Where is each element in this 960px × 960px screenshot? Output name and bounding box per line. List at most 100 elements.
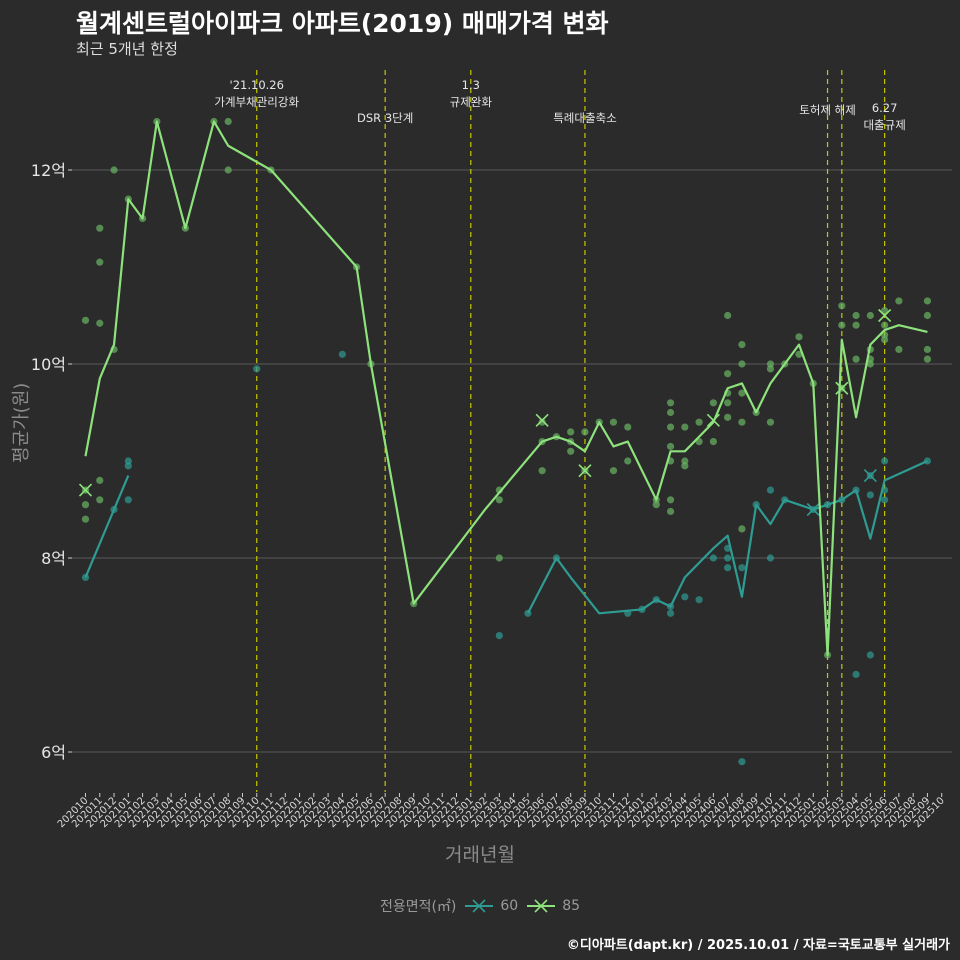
data-point-85 — [724, 311, 732, 320]
data-point-85 — [738, 418, 746, 426]
data-point-85 — [96, 224, 104, 232]
data-point-85 — [81, 515, 90, 523]
chart-title: 월계센트럴아이파크 아파트(2019) 매매가격 변화 — [76, 9, 609, 38]
data-point-60 — [852, 670, 860, 679]
data-point-60 — [766, 554, 775, 562]
data-point-85 — [766, 365, 775, 373]
data-point-85 — [81, 501, 90, 509]
data-point-85 — [538, 418, 546, 426]
data-point-85 — [795, 333, 803, 341]
data-point-85 — [738, 389, 746, 397]
data-point-85 — [709, 399, 717, 407]
data-point-85 — [666, 399, 675, 407]
legend: 전용면적(㎡) 60 85 — [0, 896, 960, 916]
data-point-85 — [923, 355, 932, 363]
data-point-85 — [738, 525, 746, 533]
series-marker-85 — [878, 308, 892, 323]
series-marker-85 — [706, 413, 720, 427]
data-point-85 — [852, 355, 860, 363]
data-point-85 — [624, 423, 632, 431]
event-label: DSR 3단계 — [357, 111, 413, 125]
series-marker-85 — [535, 413, 549, 427]
data-point-60 — [666, 609, 675, 617]
legend-title: 전용면적(㎡) — [379, 899, 457, 915]
data-point-85 — [581, 428, 589, 436]
data-point-85 — [738, 360, 746, 368]
data-point-85 — [495, 554, 503, 562]
data-point-85 — [895, 345, 903, 354]
series-marker-85 — [78, 483, 93, 497]
legend-item-85: 85 — [526, 898, 580, 914]
data-point-85 — [81, 316, 90, 324]
data-point-60 — [724, 554, 732, 562]
data-point-85 — [96, 258, 104, 266]
data-point-85 — [96, 319, 104, 327]
data-point-85 — [709, 438, 717, 446]
data-point-85 — [852, 321, 860, 329]
data-point-60 — [681, 593, 689, 601]
data-point-85 — [666, 442, 675, 451]
event-label: 토허제 해제 — [799, 103, 856, 117]
data-point-85 — [923, 345, 932, 354]
data-point-85 — [681, 462, 689, 470]
y-tick-label: 6억 — [41, 743, 66, 762]
data-point-60 — [253, 365, 261, 373]
data-point-85 — [609, 467, 618, 475]
series-line-85 — [84, 120, 928, 657]
data-point-60 — [695, 596, 703, 604]
legend-item-60: 60 — [464, 898, 518, 914]
y-tick-label: 12억 — [31, 161, 66, 180]
data-point-60 — [881, 457, 889, 465]
data-point-85 — [652, 501, 660, 509]
data-point-85 — [923, 311, 932, 320]
event-label: 특례대출축소 — [553, 111, 616, 125]
series-marker-85 — [578, 464, 592, 478]
series-marker-60 — [863, 468, 877, 483]
event-label: 규제완화 — [450, 95, 493, 109]
data-point-85 — [666, 408, 675, 417]
data-point-60 — [738, 564, 746, 572]
data-point-85 — [224, 166, 232, 174]
data-point-60 — [495, 632, 503, 640]
data-point-85 — [96, 496, 104, 504]
data-point-85 — [866, 360, 874, 368]
event-label: 가계부채관리강화 — [214, 95, 299, 109]
data-point-85 — [838, 302, 846, 310]
y-tick-label: 10억 — [31, 355, 66, 374]
data-point-60 — [124, 496, 132, 504]
event-label: 1.3 — [462, 78, 480, 92]
data-point-85 — [624, 457, 632, 465]
data-point-85 — [881, 336, 889, 344]
data-point-85 — [738, 341, 746, 349]
data-point-85 — [567, 428, 575, 436]
data-point-85 — [838, 321, 846, 329]
data-point-60 — [338, 350, 346, 358]
legend-key-60 — [465, 899, 494, 913]
event-label: 6.27 — [872, 101, 898, 115]
series-marker-85 — [835, 381, 849, 395]
y-axis-label: 평균가(원) — [11, 382, 32, 463]
data-point-85 — [895, 297, 903, 305]
data-point-85 — [866, 311, 874, 320]
data-point-85 — [666, 423, 675, 431]
data-point-60 — [124, 457, 132, 465]
data-point-85 — [224, 117, 232, 126]
legend-label-85: 85 — [562, 898, 581, 914]
x-axis-label: 거래년월 — [445, 844, 515, 866]
data-point-85 — [681, 423, 689, 431]
series-line-60 — [526, 459, 928, 615]
data-point-85 — [695, 418, 703, 426]
data-point-60 — [709, 554, 717, 562]
y-tick-label: 8억 — [41, 549, 66, 568]
data-point-85 — [724, 399, 732, 407]
data-point-85 — [567, 447, 575, 455]
event-label: '21.10.26 — [230, 78, 284, 92]
series-line-60 — [84, 475, 130, 578]
data-point-85 — [724, 370, 732, 378]
event-label: 대출규제 — [863, 118, 905, 132]
data-point-60 — [738, 758, 746, 766]
data-point-85 — [881, 321, 889, 329]
data-point-85 — [724, 413, 732, 421]
data-point-85 — [666, 496, 675, 504]
